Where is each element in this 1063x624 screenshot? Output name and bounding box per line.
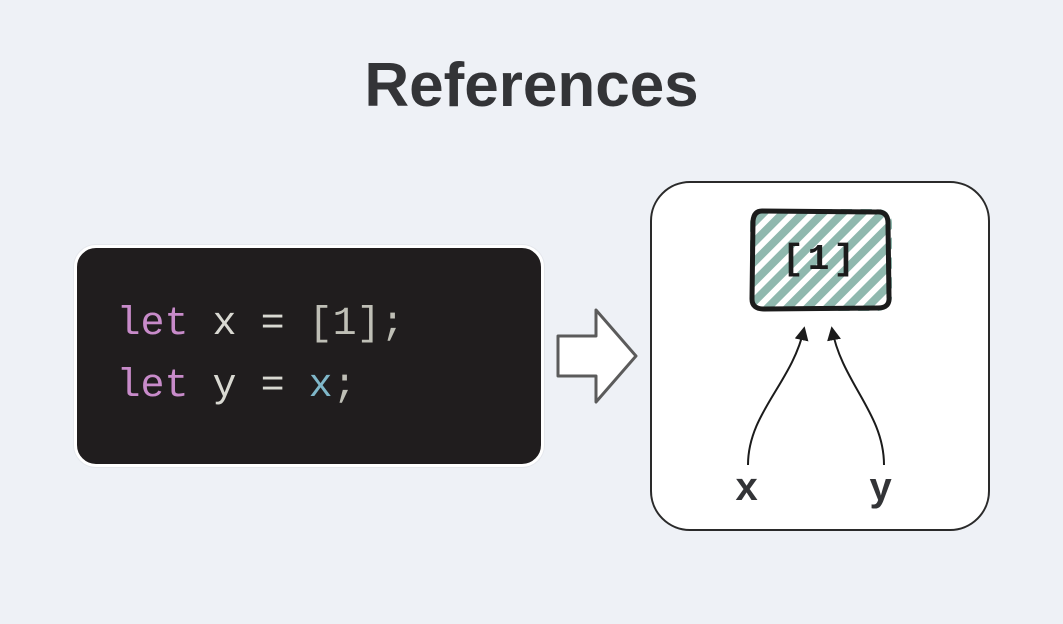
var-label-y: y [870,465,892,510]
content-row: let x = [1]; let y = x; [1] [50,181,1013,531]
code-card: let x = [1]; let y = x; [74,245,544,467]
code-var: x [213,302,237,347]
code-keyword: let [117,364,189,409]
code-bracket: [ [309,302,333,347]
code-block: let x = [1]; let y = x; [117,294,501,418]
code-semi: ; [381,302,405,347]
var-label-x: x [736,465,758,510]
code-keyword: let [117,302,189,347]
code-number: 1 [333,302,357,347]
pointer-arrows [652,183,992,533]
arrow-icon [552,296,642,416]
code-bracket: ] [357,302,381,347]
page-title: References [50,50,1013,121]
code-ref: x [309,364,333,409]
code-op: = [261,364,285,409]
code-op: = [261,302,285,347]
code-semi: ; [333,364,357,409]
code-var: y [213,364,237,409]
diagram-card: [1] x y [650,181,990,531]
